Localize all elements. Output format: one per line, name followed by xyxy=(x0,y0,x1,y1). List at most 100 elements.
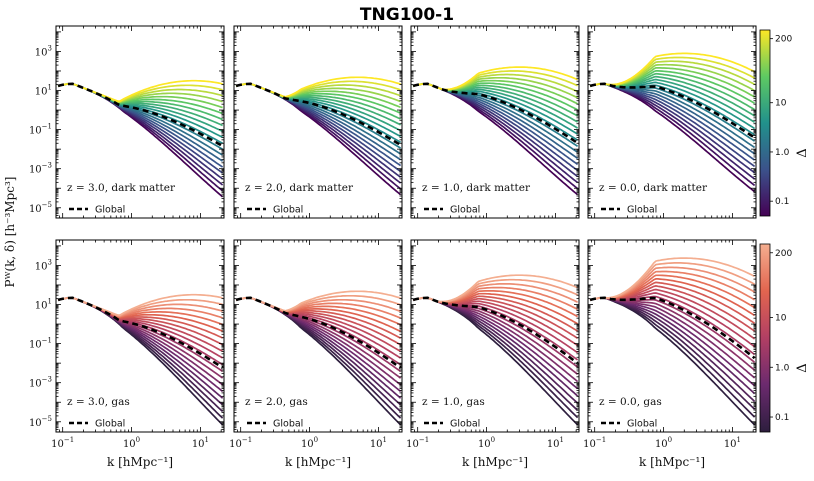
panel: 10−1 100 101 k [hMpc⁻¹] z = 2.0, gas Global xyxy=(229,239,403,469)
legend-label: Global xyxy=(627,419,657,430)
panel-label: z = 2.0, gas xyxy=(245,396,308,408)
panel: z = 0.0, dark matter Global xyxy=(587,25,757,219)
ticks xyxy=(233,25,402,219)
panel-frame xyxy=(410,239,580,433)
ticks xyxy=(587,25,756,219)
series-line xyxy=(589,52,755,87)
panel-frame xyxy=(410,25,580,219)
series-group xyxy=(412,274,579,426)
x-axis-label: k [hMpc⁻¹] xyxy=(462,455,528,469)
colorbar-tick-label: 0.1 xyxy=(775,413,789,423)
colorbar-tick-label: 1.0 xyxy=(775,148,790,158)
colorbar: 0.1 1.0 10 200 Δ xyxy=(759,243,810,433)
x-tick-label: 101 xyxy=(547,436,564,450)
ticks xyxy=(410,25,579,219)
y-tick-label: 10−5 xyxy=(29,201,52,215)
series-line xyxy=(412,283,578,303)
colorbars: 0.1 1.0 10 200 Δ 0.1 1.0 10 200 Δ xyxy=(759,29,810,433)
panel: 10−5 10−3 10−1 101 103 z = 3.0, dark matter Gl… xyxy=(29,25,225,219)
colorbar-tick-label: 10 xyxy=(775,99,787,109)
x-tick-label: 101 xyxy=(370,436,387,450)
x-tick-label: 100 xyxy=(478,436,495,450)
legend-label: Global xyxy=(273,419,303,430)
legend-label: Global xyxy=(95,205,125,216)
colorbar-label: Δ xyxy=(795,363,810,372)
y-tick-label: 101 xyxy=(35,298,52,312)
series-group xyxy=(235,76,402,196)
y-tick-label: 103 xyxy=(35,44,52,58)
series-group xyxy=(57,293,224,426)
y-tick-label: 10−5 xyxy=(29,415,52,429)
x-tick-label: 100 xyxy=(655,436,672,450)
panel: 10−1 100 101 k [hMpc⁻¹] z = 1.0, gas Global xyxy=(406,239,580,469)
series-line xyxy=(57,293,223,316)
y-tick-label: 10−1 xyxy=(29,337,52,351)
x-tick-label: 10−1 xyxy=(229,436,252,450)
panel-frame xyxy=(55,239,225,433)
y-tick-label: 10−3 xyxy=(29,162,52,176)
series-group xyxy=(589,52,756,193)
panel-frame xyxy=(55,25,225,219)
ticks xyxy=(233,239,402,433)
y-tick-label: 101 xyxy=(35,84,52,98)
panel-frame xyxy=(587,239,757,433)
series-line xyxy=(589,257,755,301)
panel-label: z = 2.0, dark matter xyxy=(245,182,354,194)
ticks xyxy=(55,25,224,219)
x-axis-label: k [hMpc⁻¹] xyxy=(285,455,351,469)
x-tick-label: 100 xyxy=(123,436,140,450)
colorbar-tick-label: 200 xyxy=(775,249,792,259)
x-tick-label: 10−1 xyxy=(406,436,429,450)
panel: 10−5 10−3 10−1 101 103 10−1 100 101 k [hMpc⁻¹] z … xyxy=(29,239,225,469)
y-axis-label: Pᵂ(k, δ) [h⁻³Mpc³] xyxy=(3,177,17,288)
colorbar-label: Δ xyxy=(795,148,810,157)
global-line xyxy=(589,296,756,360)
series-line xyxy=(412,274,578,303)
series-group xyxy=(235,290,402,426)
panel: 10−1 100 101 k [hMpc⁻¹] z = 0.0, gas Global xyxy=(583,239,757,469)
series-line xyxy=(57,79,223,102)
x-tick-label: 10−1 xyxy=(583,436,606,450)
colorbar: 0.1 1.0 10 200 Δ xyxy=(759,29,810,217)
ticks xyxy=(587,239,756,433)
y-tick-label: 103 xyxy=(35,258,52,272)
colorbar-gradient xyxy=(759,29,771,217)
legend-label: Global xyxy=(627,205,657,216)
legend-label: Global xyxy=(273,205,303,216)
ticks xyxy=(410,239,579,433)
colorbar-gradient xyxy=(759,243,771,433)
series-line xyxy=(412,66,578,91)
x-axis-label: k [hMpc⁻¹] xyxy=(107,455,173,469)
panel-label: z = 0.0, gas xyxy=(599,396,662,408)
panel: z = 2.0, dark matter Global xyxy=(233,25,403,219)
legend-label: Global xyxy=(450,419,480,430)
panel-frame xyxy=(587,25,757,219)
panel-label: z = 1.0, gas xyxy=(422,396,485,408)
colorbar-tick-label: 1.0 xyxy=(775,363,790,373)
panel-label: z = 0.0, dark matter xyxy=(599,182,708,194)
figure-title: TNG100-1 xyxy=(360,5,454,25)
y-tick-label: 10−3 xyxy=(29,376,52,390)
legend-label: Global xyxy=(95,419,125,430)
panel-grid: 10−5 10−3 10−1 101 103 z = 3.0, dark matter Gl… xyxy=(29,25,757,469)
series-line xyxy=(589,82,756,193)
x-tick-label: 100 xyxy=(301,436,318,450)
panel-frame xyxy=(233,25,403,219)
panel-frame xyxy=(233,239,403,433)
global-line xyxy=(589,82,756,139)
series-group xyxy=(57,79,224,198)
ticks xyxy=(55,239,224,433)
series-line xyxy=(235,290,401,312)
colorbar-tick-label: 200 xyxy=(775,35,792,45)
x-axis-label: k [hMpc⁻¹] xyxy=(639,455,705,469)
panel-label: z = 3.0, dark matter xyxy=(67,182,176,194)
legend-label: Global xyxy=(450,205,480,216)
x-tick-label: 101 xyxy=(192,436,209,450)
x-tick-label: 101 xyxy=(724,436,741,450)
panel: z = 1.0, dark matter Global xyxy=(410,25,580,219)
colorbar-tick-label: 0.1 xyxy=(775,197,789,207)
panel-label: z = 3.0, gas xyxy=(67,396,130,408)
y-tick-label: 10−1 xyxy=(29,123,52,137)
series-group xyxy=(589,257,756,426)
